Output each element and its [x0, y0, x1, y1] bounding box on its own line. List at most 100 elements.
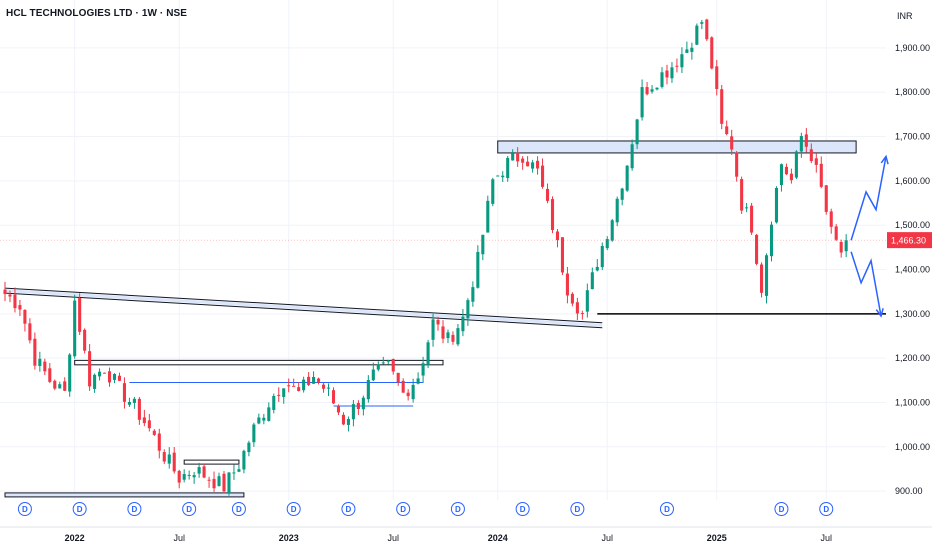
currency-label: INR	[897, 11, 913, 21]
candle-body	[700, 22, 704, 24]
dividend-marker-label: D	[132, 505, 138, 514]
candle-body	[610, 220, 614, 241]
candle-body	[521, 158, 525, 163]
candle-body	[590, 272, 594, 290]
candle-body	[735, 152, 739, 177]
candle-body	[107, 371, 112, 383]
dividend-marker-icon	[819, 502, 834, 516]
candle-body	[555, 231, 560, 241]
dividend-marker-label: D	[186, 505, 192, 514]
candle-body	[18, 305, 22, 310]
candle-body	[297, 387, 301, 392]
candle-body	[600, 245, 604, 268]
candle-body	[326, 387, 331, 389]
candle-body	[346, 418, 350, 425]
candle-body	[620, 188, 624, 200]
price-tick-label: 1,600.00	[895, 176, 930, 186]
last-price-label: 1,466.30	[891, 236, 926, 246]
candle-body	[496, 175, 500, 177]
candle-body	[152, 430, 156, 435]
candle-body	[122, 383, 126, 402]
candle-body	[416, 378, 420, 384]
dividend-marker-icon	[450, 502, 465, 516]
candle-body	[33, 338, 37, 366]
candle-body	[117, 375, 122, 381]
candle-body	[202, 466, 206, 478]
candle-body	[112, 374, 117, 380]
candle-body	[764, 255, 769, 296]
candle-body	[217, 476, 221, 486]
price-tick-label: 1,700.00	[895, 132, 930, 142]
candle-body	[88, 351, 92, 387]
zone-rectangle	[183, 459, 240, 465]
time-tick-label: 2023	[279, 533, 299, 543]
candle-body	[481, 234, 485, 255]
candle-body	[645, 87, 649, 95]
candle-body	[68, 354, 72, 392]
zone-rectangle	[74, 359, 444, 366]
projection-arrowhead	[875, 308, 884, 318]
candle-body	[834, 226, 838, 240]
candle-body	[476, 251, 480, 288]
candle-body	[655, 87, 659, 90]
candle-body	[625, 165, 629, 191]
dividend-marker-label: D	[574, 505, 580, 514]
candle-body	[526, 161, 530, 167]
candle-body	[212, 478, 216, 489]
candle-body	[8, 294, 12, 297]
candle-body	[356, 403, 360, 410]
candle-body	[63, 381, 67, 391]
candle-body	[809, 149, 813, 162]
dividend-marker-label: D	[291, 505, 297, 514]
candle-body	[371, 369, 375, 381]
candle-body	[38, 358, 42, 366]
candle-body	[466, 300, 470, 319]
candle-body	[650, 89, 654, 92]
candle-body	[267, 407, 271, 421]
candle-body	[635, 119, 639, 145]
candle-body	[78, 298, 82, 332]
candle-body	[675, 65, 679, 67]
candle-body	[137, 398, 141, 420]
candle-body	[292, 385, 296, 387]
candle-body	[396, 372, 400, 383]
candle-body	[406, 392, 410, 397]
candle-body	[789, 173, 793, 181]
candle-body	[132, 398, 136, 403]
dividend-marker-icon	[659, 502, 674, 516]
candle-body	[630, 144, 634, 169]
candle-body	[705, 19, 709, 40]
candle-body	[182, 474, 186, 480]
candle-body	[685, 49, 689, 53]
candle-body	[341, 414, 345, 425]
price-tick-label: 1,300.00	[895, 309, 930, 319]
candle-body	[720, 89, 724, 124]
candle-body	[386, 360, 390, 362]
dividend-marker-label: D	[779, 505, 785, 514]
candle-body	[147, 420, 151, 429]
candle-body	[451, 334, 455, 342]
trendline-upper	[4, 287, 603, 324]
dividend-marker-icon	[231, 502, 246, 516]
candle-body	[83, 329, 87, 351]
candle-body	[207, 479, 211, 481]
candle-body	[272, 395, 276, 410]
candle-body	[824, 185, 828, 212]
candle-body	[361, 397, 365, 410]
candle-body	[312, 376, 316, 384]
price-tick-label: 1,000.00	[895, 442, 930, 452]
candle-body	[376, 364, 380, 370]
dividend-marker-label: D	[455, 505, 461, 514]
candle-body	[640, 87, 644, 118]
candle-body	[426, 342, 430, 365]
candle-body	[740, 179, 744, 211]
candle-body	[730, 136, 734, 150]
candle-body	[456, 328, 460, 345]
dividend-marker-icon	[286, 502, 301, 516]
candle-body	[565, 273, 569, 296]
candle-body	[53, 380, 57, 389]
time-axis: 2022 Jul 2023 Jul 2024 Jul 2025 Jul	[0, 526, 932, 543]
